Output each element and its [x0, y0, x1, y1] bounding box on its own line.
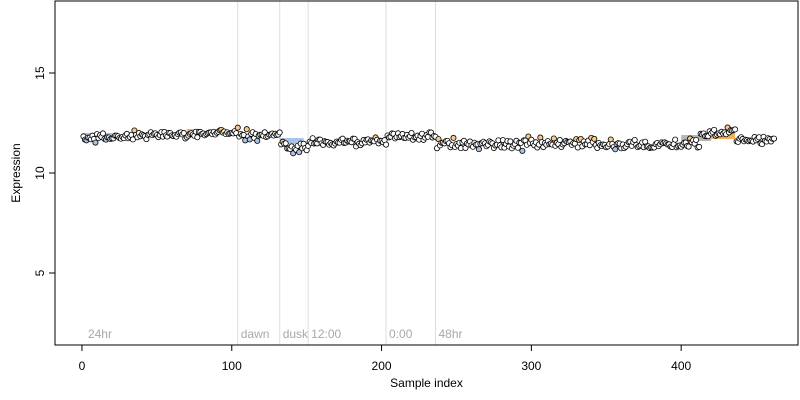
data-point [507, 138, 514, 145]
data-point [180, 130, 187, 137]
data-point [672, 136, 679, 143]
data-point [591, 135, 598, 142]
x-tick-label: 100 [222, 359, 242, 373]
x-axis-title: Sample index [390, 376, 463, 390]
y-tick-label: 5 [33, 269, 47, 276]
data-point [408, 130, 415, 137]
data-point [732, 126, 739, 133]
phase-label: 48hr [438, 327, 462, 341]
data-point [92, 139, 99, 146]
data-point [99, 130, 106, 137]
data-point [383, 141, 390, 148]
mean-bar [279, 138, 304, 144]
data-point [696, 143, 703, 150]
data-point [309, 135, 316, 142]
data-point [243, 126, 250, 133]
phase-label: dusk [283, 327, 309, 341]
data-point [519, 147, 526, 154]
y-tick-label: 15 [33, 66, 47, 80]
x-tick-label: 400 [671, 359, 691, 373]
x-tick-label: 300 [521, 359, 541, 373]
phase-label: 24hr [88, 327, 112, 341]
data-point [556, 137, 563, 144]
data-point [771, 135, 778, 142]
phase-label: 0:00 [389, 327, 413, 341]
x-tick-label: 0 [79, 359, 86, 373]
data-point [631, 136, 638, 143]
data-point [711, 126, 718, 133]
data-point [450, 134, 457, 141]
data-point [612, 146, 619, 153]
data-point [254, 137, 261, 144]
data-point [475, 146, 482, 153]
y-axis-title: Expression [9, 143, 23, 202]
data-point [693, 136, 700, 143]
data-point [282, 140, 289, 147]
data-point [234, 124, 241, 131]
y-tick-label: 10 [33, 166, 47, 180]
data-point [296, 149, 303, 156]
data-point [276, 129, 283, 136]
plot-frame [54, 0, 799, 346]
phase-label: dawn [241, 327, 270, 341]
data-point [550, 135, 557, 142]
data-point [685, 143, 692, 150]
data-point [194, 134, 201, 141]
x-tick-label: 200 [372, 359, 392, 373]
phase-label: 12:00 [311, 327, 341, 341]
